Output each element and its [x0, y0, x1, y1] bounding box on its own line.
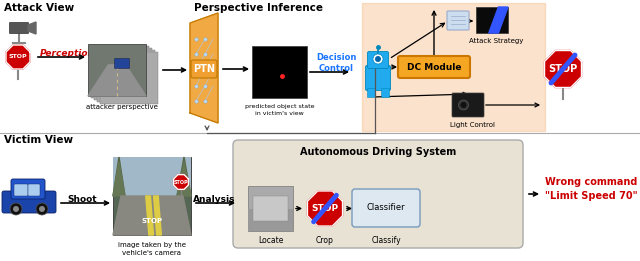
Bar [94, 48, 152, 100]
Bar [100, 52, 158, 104]
Bar [367, 88, 375, 97]
Text: STOP: STOP [548, 64, 578, 74]
Bar [97, 50, 155, 102]
Circle shape [373, 54, 383, 64]
Polygon shape [190, 13, 218, 123]
Text: Locate: Locate [258, 236, 283, 245]
Text: image taken by the
vehicle's camera: image taken by the vehicle's camera [118, 242, 186, 256]
FancyBboxPatch shape [233, 140, 523, 248]
Text: Crop: Crop [316, 236, 334, 245]
Text: Light Control: Light Control [449, 122, 495, 128]
Polygon shape [362, 3, 545, 131]
Polygon shape [154, 196, 161, 235]
Text: Autonomous Driving System: Autonomous Driving System [300, 147, 456, 157]
Text: Attack Strategy: Attack Strategy [469, 38, 523, 44]
Polygon shape [177, 162, 191, 196]
FancyBboxPatch shape [447, 11, 469, 30]
Bar [381, 88, 389, 97]
Bar [476, 7, 508, 33]
Polygon shape [113, 157, 125, 196]
Text: STOP: STOP [312, 204, 339, 213]
FancyBboxPatch shape [28, 184, 40, 196]
Polygon shape [307, 191, 342, 226]
Bar [88, 44, 146, 96]
Circle shape [461, 102, 467, 108]
Text: DC Module: DC Module [407, 62, 461, 72]
Circle shape [10, 203, 22, 215]
Text: Shoot: Shoot [67, 194, 97, 204]
Circle shape [36, 203, 48, 215]
Text: Attack View: Attack View [4, 3, 74, 13]
Bar [253, 196, 288, 221]
Polygon shape [88, 65, 146, 96]
Bar [113, 157, 191, 235]
Bar [248, 186, 293, 231]
Text: attacker perspective: attacker perspective [86, 104, 158, 110]
Text: Classify: Classify [371, 236, 401, 245]
Text: STOP: STOP [141, 218, 163, 224]
Text: Classifier: Classifier [367, 204, 405, 212]
FancyBboxPatch shape [191, 60, 217, 78]
FancyBboxPatch shape [14, 184, 28, 196]
Text: Perception: Perception [40, 49, 95, 57]
Polygon shape [146, 196, 154, 235]
Polygon shape [6, 45, 30, 69]
FancyBboxPatch shape [452, 93, 484, 117]
FancyBboxPatch shape [365, 66, 390, 91]
Polygon shape [113, 162, 125, 196]
Circle shape [13, 206, 19, 212]
FancyBboxPatch shape [367, 51, 388, 68]
FancyBboxPatch shape [11, 179, 45, 199]
Polygon shape [113, 196, 191, 235]
FancyBboxPatch shape [398, 56, 470, 78]
Bar [248, 209, 293, 231]
FancyBboxPatch shape [2, 191, 56, 213]
Bar [91, 46, 149, 98]
Text: Victim View: Victim View [4, 135, 73, 145]
Polygon shape [545, 51, 582, 87]
Text: STOP: STOP [173, 180, 188, 185]
Text: Perspective Inference: Perspective Inference [193, 3, 323, 13]
Text: PTN: PTN [193, 64, 215, 74]
Polygon shape [489, 7, 508, 33]
Bar [113, 157, 191, 196]
Text: predicted object state
in victim's view: predicted object state in victim's view [244, 104, 314, 116]
Polygon shape [177, 157, 191, 196]
Polygon shape [28, 22, 36, 34]
Text: STOP: STOP [9, 55, 28, 60]
Bar [252, 46, 307, 98]
Text: Analysis: Analysis [193, 194, 236, 204]
Polygon shape [173, 175, 188, 189]
Circle shape [458, 100, 468, 110]
FancyBboxPatch shape [352, 189, 420, 227]
Text: Decision
Control: Decision Control [316, 53, 356, 73]
FancyBboxPatch shape [10, 22, 29, 33]
Circle shape [39, 206, 45, 212]
Circle shape [375, 56, 381, 62]
FancyBboxPatch shape [115, 58, 129, 68]
Text: Wrong command
"Limit Speed 70": Wrong command "Limit Speed 70" [545, 177, 637, 201]
